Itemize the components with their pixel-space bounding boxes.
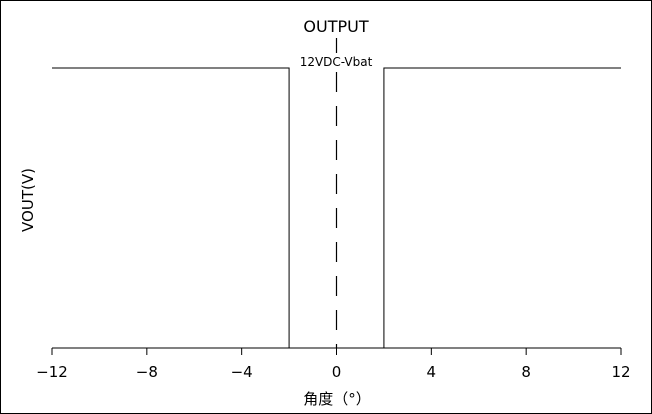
y-axis-label: VOUT(V) xyxy=(19,168,37,232)
chart-title: OUTPUT xyxy=(303,17,368,36)
x-tick-label: −8 xyxy=(136,363,158,381)
x-tick-label: 0 xyxy=(332,363,342,381)
x-tick-label: 4 xyxy=(427,363,437,381)
x-tick-label: 12 xyxy=(611,363,630,381)
x-tick-label: −4 xyxy=(231,363,253,381)
center-line-group xyxy=(291,38,382,348)
x-ticks: −12 −8 −4 0 4 8 12 xyxy=(36,348,631,381)
annotation-background xyxy=(291,53,382,70)
output-annotation: 12VDC-Vbat xyxy=(300,55,373,69)
x-axis-label: 角度（°） xyxy=(303,390,371,408)
x-tick-label: −12 xyxy=(36,363,68,381)
x-tick-label: 8 xyxy=(521,363,531,381)
